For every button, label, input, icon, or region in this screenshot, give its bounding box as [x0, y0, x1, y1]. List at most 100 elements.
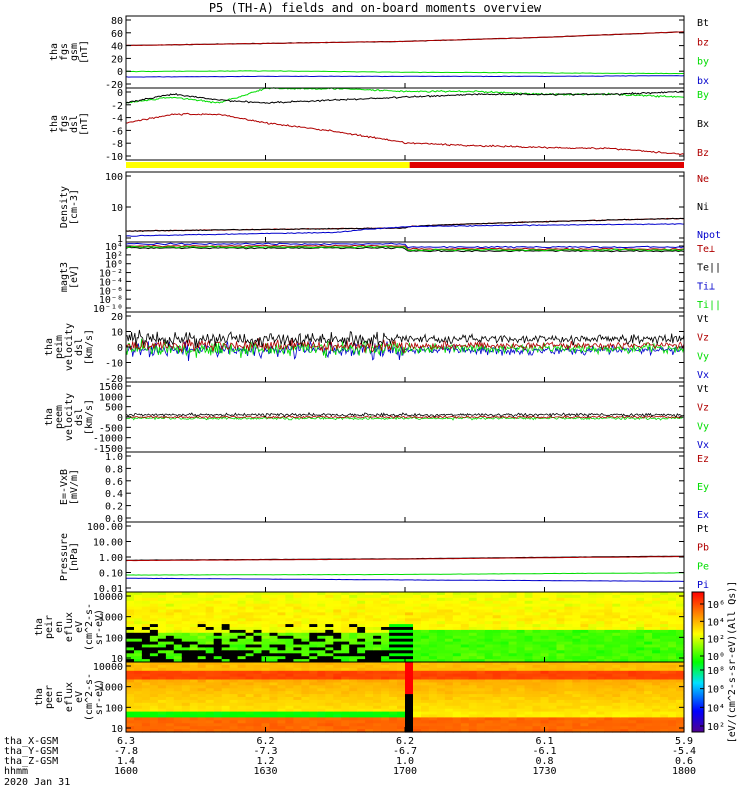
ylabel-text: tha — [44, 408, 55, 426]
temperature-trace-3 — [125, 245, 685, 252]
ytick-label: 10⁴ — [105, 242, 123, 253]
series-bx-line — [125, 75, 685, 78]
ytick-label: -6 — [111, 126, 123, 137]
chart-title: P5 (TH-A) fields and on-board moments ov… — [208, 1, 542, 15]
ephemeris-value: -6.7 — [393, 746, 417, 757]
ephemeris-value: -6.1 — [532, 746, 556, 757]
legend-entry: Vt — [697, 384, 709, 395]
ytick-label: 0 — [117, 343, 123, 354]
ytick-label: -10 — [105, 359, 123, 370]
panel-frame-temperature — [125, 241, 685, 313]
ytick-label: 1.00 — [99, 553, 123, 564]
ytick-label: 10⁻⁸ — [99, 295, 123, 306]
ephemeris-value: 1600 — [114, 766, 138, 777]
panel-frame-fgs_gsm — [125, 15, 685, 89]
ytick-label: 10000 — [93, 662, 123, 673]
ephemeris-value: 1630 — [253, 766, 277, 777]
ytick-label: -500 — [99, 423, 123, 434]
series-bz-line — [125, 31, 685, 47]
ephemeris-value: 1.4 — [117, 756, 135, 767]
colorbar-tick: 10⁴ — [707, 617, 725, 628]
ytick-label: 10 — [111, 724, 123, 735]
peem-velocity-trace-0 — [125, 415, 685, 421]
legend-entry: Ni — [697, 202, 709, 213]
ylabel-text: dsl — [74, 408, 85, 426]
ytick-label: -2 — [111, 101, 123, 112]
ephemeris-value: 0.6 — [675, 756, 693, 767]
ylabel-text: velocity — [64, 393, 75, 441]
legend-entry: Pb — [697, 543, 709, 554]
legend-entry: bz — [697, 37, 709, 48]
legend-entry: Pi — [697, 580, 709, 591]
ytick-label: 10² — [105, 251, 123, 262]
ylabel-text: tha — [49, 43, 60, 61]
ytick-label: 100.00 — [87, 522, 123, 533]
legend-entry: Ey — [697, 482, 709, 493]
ytick-label: 60 — [111, 29, 123, 40]
legend-entry: Vx — [697, 440, 709, 451]
ylabel-text: eV — [74, 691, 85, 703]
ylabel-text: [km/s] — [84, 329, 95, 365]
legend-entry: by — [697, 57, 709, 68]
ytick-label: 0 — [117, 413, 123, 424]
colorbar-tick: 10² — [707, 722, 725, 733]
series-Pe-line — [126, 572, 685, 576]
peem-velocity-trace-2 — [125, 411, 685, 418]
series-Npot-line — [125, 223, 685, 237]
ylabel-text: [mV/m] — [69, 469, 80, 505]
ylabel-text: peir — [44, 615, 55, 639]
ytick-label: 40 — [111, 42, 123, 53]
legend-entry: Te⊥ — [697, 244, 715, 255]
series-Pb-line — [125, 555, 684, 562]
ytick-label: 1000 — [99, 683, 123, 694]
ytick-label: 20 — [111, 54, 123, 65]
ephemeris-value: 1.0 — [396, 756, 414, 767]
ytick-label: 0 — [117, 67, 123, 78]
ylabel-text: en — [54, 691, 65, 703]
legend-entry: Te|| — [697, 263, 721, 274]
ylabel-text: velocity — [64, 323, 75, 371]
ylabel-text: gsm — [69, 43, 80, 61]
ylabel-text: peer — [44, 685, 55, 709]
ylabel-text: dsl — [69, 115, 80, 133]
ytick-label: 10⁻⁶ — [99, 286, 123, 297]
series-Bx-dsl-line — [125, 90, 685, 104]
ytick-label: 0 — [117, 88, 123, 99]
series-Pi-line — [125, 577, 684, 582]
ylabel-text: [nPa] — [69, 542, 80, 572]
panel-frame-efield — [125, 451, 685, 523]
peem-velocity-trace-1 — [125, 415, 685, 420]
ylabel-text: Pressure — [59, 533, 70, 581]
legend-entry: Ti⊥ — [697, 281, 715, 292]
ytick-label: 10⁻² — [99, 269, 123, 280]
ephemeris-label: hhmm — [4, 766, 28, 777]
colorbar — [691, 591, 705, 733]
ytick-label: 0.01 — [99, 584, 123, 595]
legend-entry: Bx — [697, 119, 709, 130]
ytick-label: 1000 — [99, 613, 123, 624]
panel-frame-density — [125, 171, 685, 243]
legend-entry: Vy — [697, 421, 709, 432]
ytick-label: 0.10 — [99, 569, 123, 580]
legend-entry: Vx — [697, 370, 709, 381]
ytick-label: 10000 — [93, 592, 123, 603]
ephemeris-value: 1730 — [532, 766, 556, 777]
ylabel-text: [km/s] — [84, 399, 95, 435]
ylabel-text: tha — [44, 338, 55, 356]
ylabel-text: peem — [54, 405, 65, 429]
ephemeris-label: tha_X-GSM — [4, 736, 58, 747]
ytick-label: 10⁻⁴ — [99, 277, 123, 288]
colorbar-tick: 10⁰ — [707, 652, 725, 663]
series-Bt-line — [125, 31, 685, 47]
ephemeris-value: 6.3 — [117, 736, 135, 747]
ylabel-text: (cm^2-s- — [84, 673, 95, 721]
temperature-trace-2 — [125, 242, 685, 249]
colorbar-tick: 10⁶ — [707, 600, 725, 611]
ylabel-text: eV — [74, 621, 85, 633]
ytick-label: 10.00 — [93, 538, 123, 549]
ylabel-text: en — [54, 621, 65, 633]
ephemeris-value: 6.2 — [256, 736, 274, 747]
ylabel-text: [nT] — [79, 112, 90, 136]
ylabel-text: [eV] — [69, 265, 80, 289]
ylabel-text: magt3 — [59, 262, 70, 292]
